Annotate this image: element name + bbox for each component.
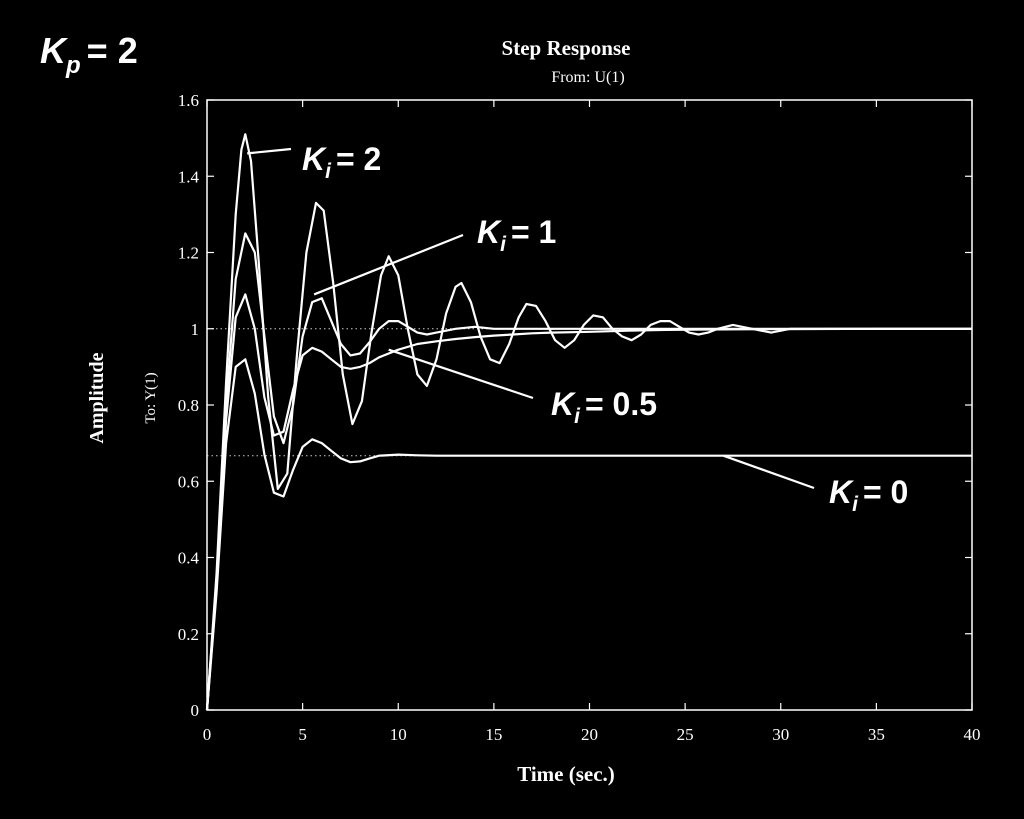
y-tick-label: 0.6 <box>178 472 199 491</box>
annotation-label-ki05: Ki = 0.5 <box>551 386 657 428</box>
y-tick-label: 1 <box>191 320 200 339</box>
y-tick-label: 0.8 <box>178 396 199 415</box>
y-tick-label: 1.2 <box>178 244 199 263</box>
y-tick-label: 0.4 <box>178 549 200 568</box>
svg-text:Kp= 2: Kp = 2 <box>40 30 138 79</box>
series-line-k-i-1 <box>205 232 972 711</box>
kp-label: Kp = 2 <box>40 30 138 79</box>
x-tick-label: 10 <box>390 725 407 744</box>
x-axis-label: Time (sec.) <box>517 762 615 786</box>
annotation-leader-ki05 <box>388 348 534 400</box>
series-line-k-i-2 <box>205 133 972 711</box>
kp-subscript: p <box>65 52 81 79</box>
x-tick-label: 40 <box>964 725 981 744</box>
x-tick-label: 0 <box>203 725 212 744</box>
y-tick-label: 1.4 <box>178 167 200 186</box>
y-tick-label: 0 <box>191 701 200 720</box>
annotation-label-ki2: Ki = 2 <box>302 141 381 183</box>
annotation-leader-ki1 <box>313 233 464 296</box>
x-tick-label: 35 <box>868 725 885 744</box>
annotation-label-ki1: Ki = 1 <box>477 214 556 256</box>
kp-symbol: K <box>40 30 69 71</box>
y-axis-label-secondary: To: Y(1) <box>143 372 159 423</box>
annotation-label-ki0: Ki = 0 <box>829 474 908 516</box>
x-tick-label: 5 <box>298 725 307 744</box>
annotation-leader-ki2 <box>247 147 292 155</box>
series-line-k-i-0 <box>205 358 972 711</box>
y-axis-label: Amplitude <box>86 352 108 443</box>
chart-subtitle: From: U(1) <box>551 69 624 86</box>
x-tick-label: 30 <box>772 725 789 744</box>
y-tick-label: 1.6 <box>178 91 199 110</box>
x-tick-label: 15 <box>485 725 502 744</box>
x-tick-label: 25 <box>677 725 694 744</box>
x-tick-label: 20 <box>581 725 598 744</box>
series-line-k-i-0-5 <box>205 293 972 711</box>
kp-value: = 2 <box>87 30 138 71</box>
y-tick-label: 0.2 <box>178 625 199 644</box>
chart-title: Step Response <box>502 36 631 60</box>
annotation-leader-ki0 <box>723 454 815 490</box>
